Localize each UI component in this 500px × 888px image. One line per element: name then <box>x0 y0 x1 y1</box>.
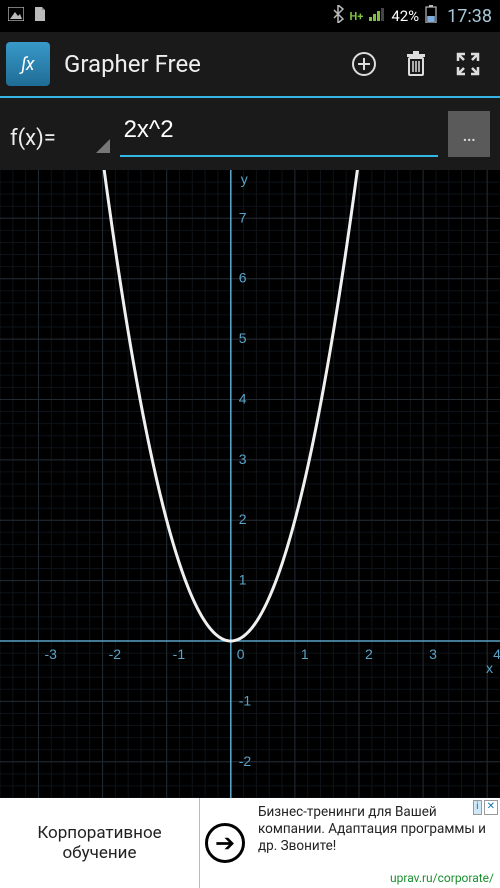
equation-row: f(x)= ... <box>0 98 500 170</box>
svg-text:4: 4 <box>493 646 500 662</box>
ad-body-text: Бизнес-тренинги для Вашей компании. Адап… <box>258 804 486 854</box>
svg-text:6: 6 <box>239 270 247 286</box>
network-type-label: H+ <box>350 10 364 23</box>
dropdown-icon <box>96 139 110 153</box>
app-bar: ∫x Grapher Free <box>0 32 500 98</box>
svg-text:2: 2 <box>365 646 373 662</box>
svg-text:1: 1 <box>239 572 247 588</box>
ad-close-badge[interactable]: ✕ <box>484 800 498 815</box>
svg-text:-2: -2 <box>239 753 252 769</box>
gallery-icon <box>8 7 24 25</box>
svg-text:x: x <box>486 660 493 676</box>
bluetooth-icon <box>332 5 344 27</box>
ad-banner[interactable]: Корпоративное обучение ➔ i ✕ Бизнес-трен… <box>0 798 500 888</box>
fullscreen-button[interactable] <box>446 42 490 86</box>
ad-headline: Корпоративное обучение <box>0 798 200 888</box>
battery-icon <box>425 5 437 27</box>
ad-body: i ✕ Бизнес-тренинги для Вашей компании. … <box>250 798 500 888</box>
svg-text:4: 4 <box>239 390 247 406</box>
svg-text:-3: -3 <box>44 646 57 662</box>
svg-text:0: 0 <box>237 646 245 662</box>
svg-text:-1: -1 <box>239 692 252 708</box>
add-button[interactable] <box>342 42 386 86</box>
ad-info-badge[interactable]: i <box>473 800 481 815</box>
svg-text:2: 2 <box>239 511 247 527</box>
function-name-selector[interactable]: f(x)= <box>10 111 110 157</box>
svg-text:-2: -2 <box>109 646 122 662</box>
svg-text:3: 3 <box>429 646 437 662</box>
function-name-label: f(x)= <box>10 126 56 151</box>
app-title: Grapher Free <box>64 50 334 78</box>
svg-text:1: 1 <box>301 646 309 662</box>
document-icon <box>34 7 46 25</box>
android-statusbar: H+ 42% 17:38 <box>0 0 500 32</box>
ad-arrow-icon: ➔ <box>200 798 250 888</box>
more-button[interactable]: ... <box>448 111 490 157</box>
battery-percent: 42% <box>391 7 419 25</box>
signal-icon <box>369 7 385 25</box>
delete-button[interactable] <box>394 42 438 86</box>
app-icon[interactable]: ∫x <box>6 42 50 86</box>
equation-input[interactable] <box>120 111 438 157</box>
svg-text:y: y <box>241 171 248 187</box>
svg-text:7: 7 <box>239 209 247 225</box>
ad-url: uprav.ru/corporate/ <box>390 871 494 886</box>
svg-text:-1: -1 <box>173 646 186 662</box>
clock-label: 17:38 <box>447 6 492 27</box>
svg-text:3: 3 <box>239 451 247 467</box>
svg-text:5: 5 <box>239 330 247 346</box>
graph-canvas[interactable]: -3 -2 -1 0 1 2 3 4 -2 -1 1 2 3 4 5 6 7 y x <box>0 170 500 798</box>
